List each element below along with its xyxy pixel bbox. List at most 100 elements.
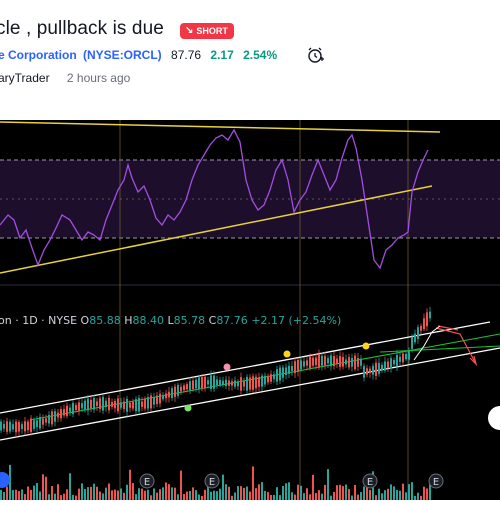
price-change-percent: 2.54%: [243, 48, 278, 62]
candle-body: [306, 360, 308, 366]
candle-body: [369, 368, 371, 374]
volume-bar: [45, 476, 47, 500]
volume-bar: [306, 488, 308, 500]
volume-bar: [99, 491, 101, 500]
volume-bar: [300, 485, 302, 500]
volume-bar: [198, 494, 200, 500]
candle-body: [87, 398, 89, 411]
volume-bar: [399, 490, 401, 500]
volume-bar: [222, 474, 224, 500]
volume-bar: [72, 494, 74, 500]
volume-bar: [123, 492, 125, 500]
candle-body: [402, 353, 404, 363]
candle-body: [72, 402, 74, 415]
arrow-down-right-icon: ↘: [185, 25, 194, 36]
candle-body: [24, 421, 26, 432]
volume-bar: [213, 490, 215, 500]
candle-body: [375, 362, 377, 376]
rsi-support-line: [0, 185, 433, 274]
volume-bar: [333, 491, 335, 500]
volume-bar: [339, 484, 341, 500]
candle-body: [6, 421, 8, 432]
candle-body: [147, 397, 149, 409]
volume-bar: [288, 482, 290, 500]
volume-bar: [189, 490, 191, 500]
author-name[interactable]: aryTrader: [0, 71, 50, 85]
candle-body: [213, 375, 215, 389]
volume-bar: [84, 489, 86, 500]
candle-body: [0, 421, 2, 431]
candle-body: [105, 400, 107, 408]
candle-body: [255, 376, 257, 389]
volume-bar: [162, 487, 164, 500]
candle-body: [264, 375, 266, 385]
candle-body: [378, 362, 380, 374]
candle-body: [216, 379, 218, 386]
volume-bar: [414, 495, 416, 500]
volume-bar: [378, 488, 380, 500]
svg-text:E: E: [144, 477, 150, 488]
price-candles: [0, 306, 431, 438]
volume-bar: [207, 485, 209, 500]
volume-bar: [126, 484, 128, 500]
volume-bar: [417, 492, 419, 500]
legend-symbol: on · 1D · NYSE: [0, 314, 78, 327]
volume-bar: [279, 495, 281, 500]
volume-bar: [303, 493, 305, 500]
volume-bar: [294, 494, 296, 500]
volume-bar: [18, 491, 20, 500]
candle-body: [273, 374, 275, 380]
volume-bar: [234, 492, 236, 500]
short-badge-label: SHORT: [196, 26, 228, 36]
candle-body: [246, 376, 248, 391]
candle-body: [204, 376, 206, 389]
ticker-link[interactable]: (NYSE:ORCL): [83, 48, 162, 62]
company-link[interactable]: e Corporation: [0, 48, 77, 62]
candle-body: [27, 421, 29, 431]
volume-bar: [252, 466, 254, 500]
candle-body: [396, 355, 398, 367]
legend-low: 85.78: [173, 314, 206, 327]
candle-body: [219, 379, 221, 385]
candle-body: [303, 361, 305, 367]
volume-bar: [78, 488, 80, 500]
candle-body: [57, 412, 59, 418]
candle-body: [198, 377, 200, 390]
candle-body: [120, 402, 122, 408]
volume-bar: [204, 489, 206, 500]
candle-body: [312, 357, 314, 366]
candle-body: [372, 365, 374, 375]
candle-body: [54, 411, 56, 422]
volume-bar: [219, 488, 221, 500]
candle-body: [288, 365, 290, 374]
candle-body: [387, 361, 389, 369]
volume-bar: [381, 493, 383, 500]
candle-body: [243, 381, 245, 387]
candle-body: [258, 377, 260, 387]
volume-bar: [249, 491, 251, 500]
candle-body: [222, 380, 224, 385]
candle-body: [84, 400, 86, 410]
volume-bar: [24, 494, 26, 500]
chart-area[interactable]: E E E E on · 1D · NYSE O85.88 H88.40 L85…: [0, 120, 500, 500]
volume-bar: [420, 495, 422, 500]
breakout-path: [413, 325, 441, 361]
volume-bar: [357, 494, 359, 500]
volume-bar: [30, 489, 32, 500]
volume-bar: [384, 490, 386, 500]
channel-lower-line: [0, 347, 500, 441]
volume-bar: [273, 494, 275, 500]
volume-bar: [63, 493, 65, 500]
candle-body: [39, 416, 41, 429]
candle-body: [207, 380, 209, 385]
volume-bar: [150, 495, 152, 500]
alarm-clock-plus-icon[interactable]: [306, 46, 324, 64]
volume-bar: [393, 486, 395, 500]
candle-body: [186, 384, 188, 390]
candle-body: [426, 312, 428, 327]
volume-bar: [33, 485, 35, 500]
volume-bar: [42, 474, 44, 500]
volume-bar: [48, 494, 50, 500]
volume-bar: [108, 483, 110, 500]
volume-bar: [402, 483, 404, 500]
